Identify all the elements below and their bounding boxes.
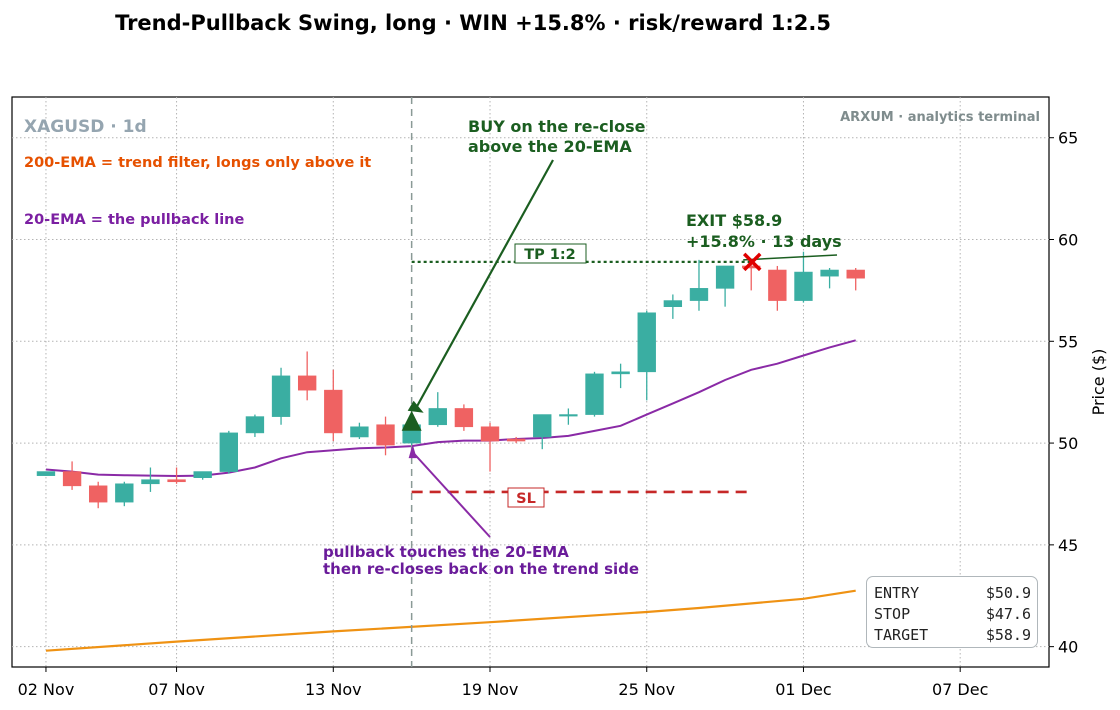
tp-label-box	[514, 243, 587, 264]
trade-info-box: ENTRY $50.9 STOP $47.6 TARGET $58.9	[866, 576, 1038, 648]
ema200-legend-note: 200-EMA = trend filter, longs only above…	[24, 155, 371, 171]
info-entry-label: ENTRY	[874, 584, 920, 602]
y-tick-label: 60	[1058, 231, 1078, 250]
candle-body-up	[533, 414, 552, 438]
annotations	[401, 159, 838, 538]
candle-body-up	[193, 471, 212, 478]
x-tick-label: 19 Nov	[462, 680, 519, 699]
exit-annotation: EXIT $58.9 +15.8% · 13 days	[686, 211, 842, 251]
candle-body-up	[245, 416, 265, 434]
buy-annotation: BUY on the re-close above the 20-EMA	[468, 117, 651, 156]
axes: 40 45 50 55 60 65 02 Nov 07 Nov 13 Nov 19 Nov 25 N…	[18, 129, 1079, 699]
y-tick-label: 50	[1058, 434, 1078, 453]
candle-body-up	[36, 471, 56, 476]
candle-body-up	[585, 373, 604, 415]
x-tick-label: 13 Nov	[305, 680, 362, 699]
candle-body-up	[428, 408, 447, 426]
x-tick-label: 25 Nov	[618, 680, 675, 699]
candle-body-up	[141, 479, 160, 485]
y-axis-label: Price ($)	[1089, 349, 1108, 416]
candle-body-up	[794, 271, 813, 301]
tp-label: TP 1:2	[524, 247, 576, 263]
info-target-value: $58.9	[985, 626, 1031, 644]
candles-layer	[36, 251, 865, 509]
candle-body-up	[820, 269, 839, 277]
plot-area-frame	[11, 96, 1050, 668]
candle-body-down	[376, 424, 395, 446]
sl-label-box	[507, 487, 545, 508]
info-entry-value: $50.9	[985, 584, 1031, 602]
ema20-layer	[45, 339, 856, 478]
info-stop-label: STOP	[874, 605, 911, 623]
candle-body-down	[89, 485, 108, 503]
y-tick-label: 55	[1058, 332, 1078, 351]
x-tick-label: 07 Nov	[148, 680, 205, 699]
candle-body-up	[115, 483, 134, 503]
chart-title: Trend-Pullback Swing, long · WIN +15.8% …	[115, 11, 831, 35]
ema20-legend-note: 20-EMA = the pullback line	[24, 212, 244, 228]
candle-body-up	[663, 300, 683, 307]
ema20-line	[45, 339, 856, 478]
sl-label: SL	[516, 491, 536, 507]
info-entry-row: ENTRY $50.9	[874, 583, 1031, 604]
candle-body-up	[715, 265, 735, 289]
pullback-annotation: pullback touches the 20-EMA then re-clos…	[323, 543, 639, 578]
candle-body-up	[271, 375, 291, 417]
x-tick-label: 02 Nov	[18, 680, 75, 699]
candle-body-up	[689, 288, 709, 301]
exit-marker-x-b	[742, 252, 762, 272]
candle-body-down	[167, 479, 186, 483]
buy-arrow-head	[407, 400, 424, 413]
candle-body-down	[324, 389, 343, 434]
y-tick-label: 65	[1058, 129, 1078, 148]
info-stop-row: STOP $47.6	[874, 604, 1031, 625]
ema200-layer	[45, 589, 856, 652]
candle-body-down	[506, 438, 526, 442]
trade-levels	[410, 97, 752, 667]
info-target-row: TARGET $58.9	[874, 625, 1031, 646]
candle-body-down	[846, 269, 865, 279]
buy-arrow-line	[414, 159, 554, 410]
candle-body-up	[611, 371, 630, 375]
pullback-arrow-head	[408, 444, 417, 459]
candle-body-up	[350, 426, 369, 438]
y-tick-label: 40	[1058, 638, 1078, 657]
y-tick-label: 45	[1058, 536, 1078, 555]
candle-body-down	[480, 426, 500, 442]
x-tick-label: 01 Dec	[775, 680, 831, 699]
watermark: ARXUM · analytics terminal	[840, 110, 1040, 125]
entry-marker-triangle	[401, 410, 422, 431]
candle-body-up	[559, 414, 578, 417]
candle-body-up	[219, 432, 238, 472]
ema200-line	[45, 589, 856, 652]
info-target-label: TARGET	[874, 626, 929, 644]
candle-body-down	[742, 265, 761, 269]
candle-body-down	[768, 269, 787, 301]
symbol-label: XAGUSD · 1d	[24, 117, 147, 137]
candle-body-down	[62, 471, 82, 487]
pullback-arrow-line	[411, 451, 491, 538]
candle-body-down	[297, 375, 317, 391]
candle-body-up	[637, 312, 656, 373]
exit-arrow-line	[743, 254, 838, 261]
info-stop-value: $47.6	[985, 605, 1031, 623]
x-tick-label: 07 Dec	[932, 680, 988, 699]
candle-body-down	[454, 408, 474, 428]
